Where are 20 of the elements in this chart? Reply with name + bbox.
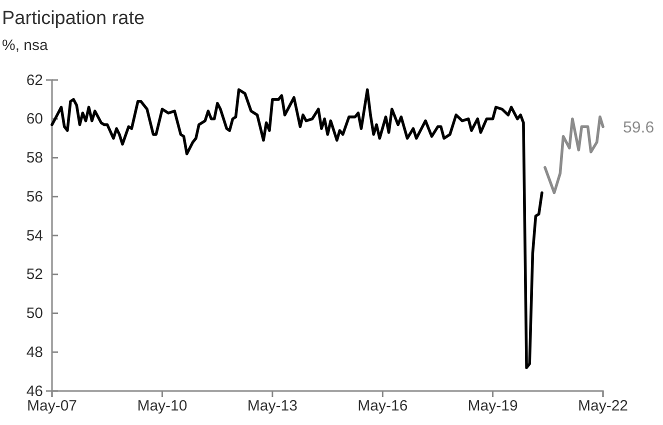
y-tick-label: 56: [26, 188, 43, 206]
y-tick-label: 46: [26, 382, 43, 400]
y-tick-label: 60: [26, 110, 43, 128]
x-tick-label: May-16: [358, 398, 408, 415]
x-tick-label: May-22: [578, 398, 628, 415]
x-tick-label: May-07: [26, 398, 78, 415]
chart-subtitle: %, nsa: [2, 37, 49, 54]
line-series: [50, 88, 544, 370]
y-tick-label: 50: [26, 305, 43, 322]
x-tick-label: May-19: [468, 398, 518, 415]
annotation: 59.6: [623, 120, 654, 137]
y-tick-label: 52: [26, 266, 43, 284]
y-tick-label: 58: [26, 150, 43, 167]
y-tick-label: 62: [26, 72, 43, 89]
x-tick-label: May-13: [247, 398, 298, 415]
y-tick-label: 48: [26, 344, 43, 361]
x-tick-label: May-10: [137, 398, 188, 415]
chart-title: Participation rate: [2, 8, 145, 29]
y-tick-label: 54: [26, 227, 43, 244]
line-series: [544, 116, 604, 194]
